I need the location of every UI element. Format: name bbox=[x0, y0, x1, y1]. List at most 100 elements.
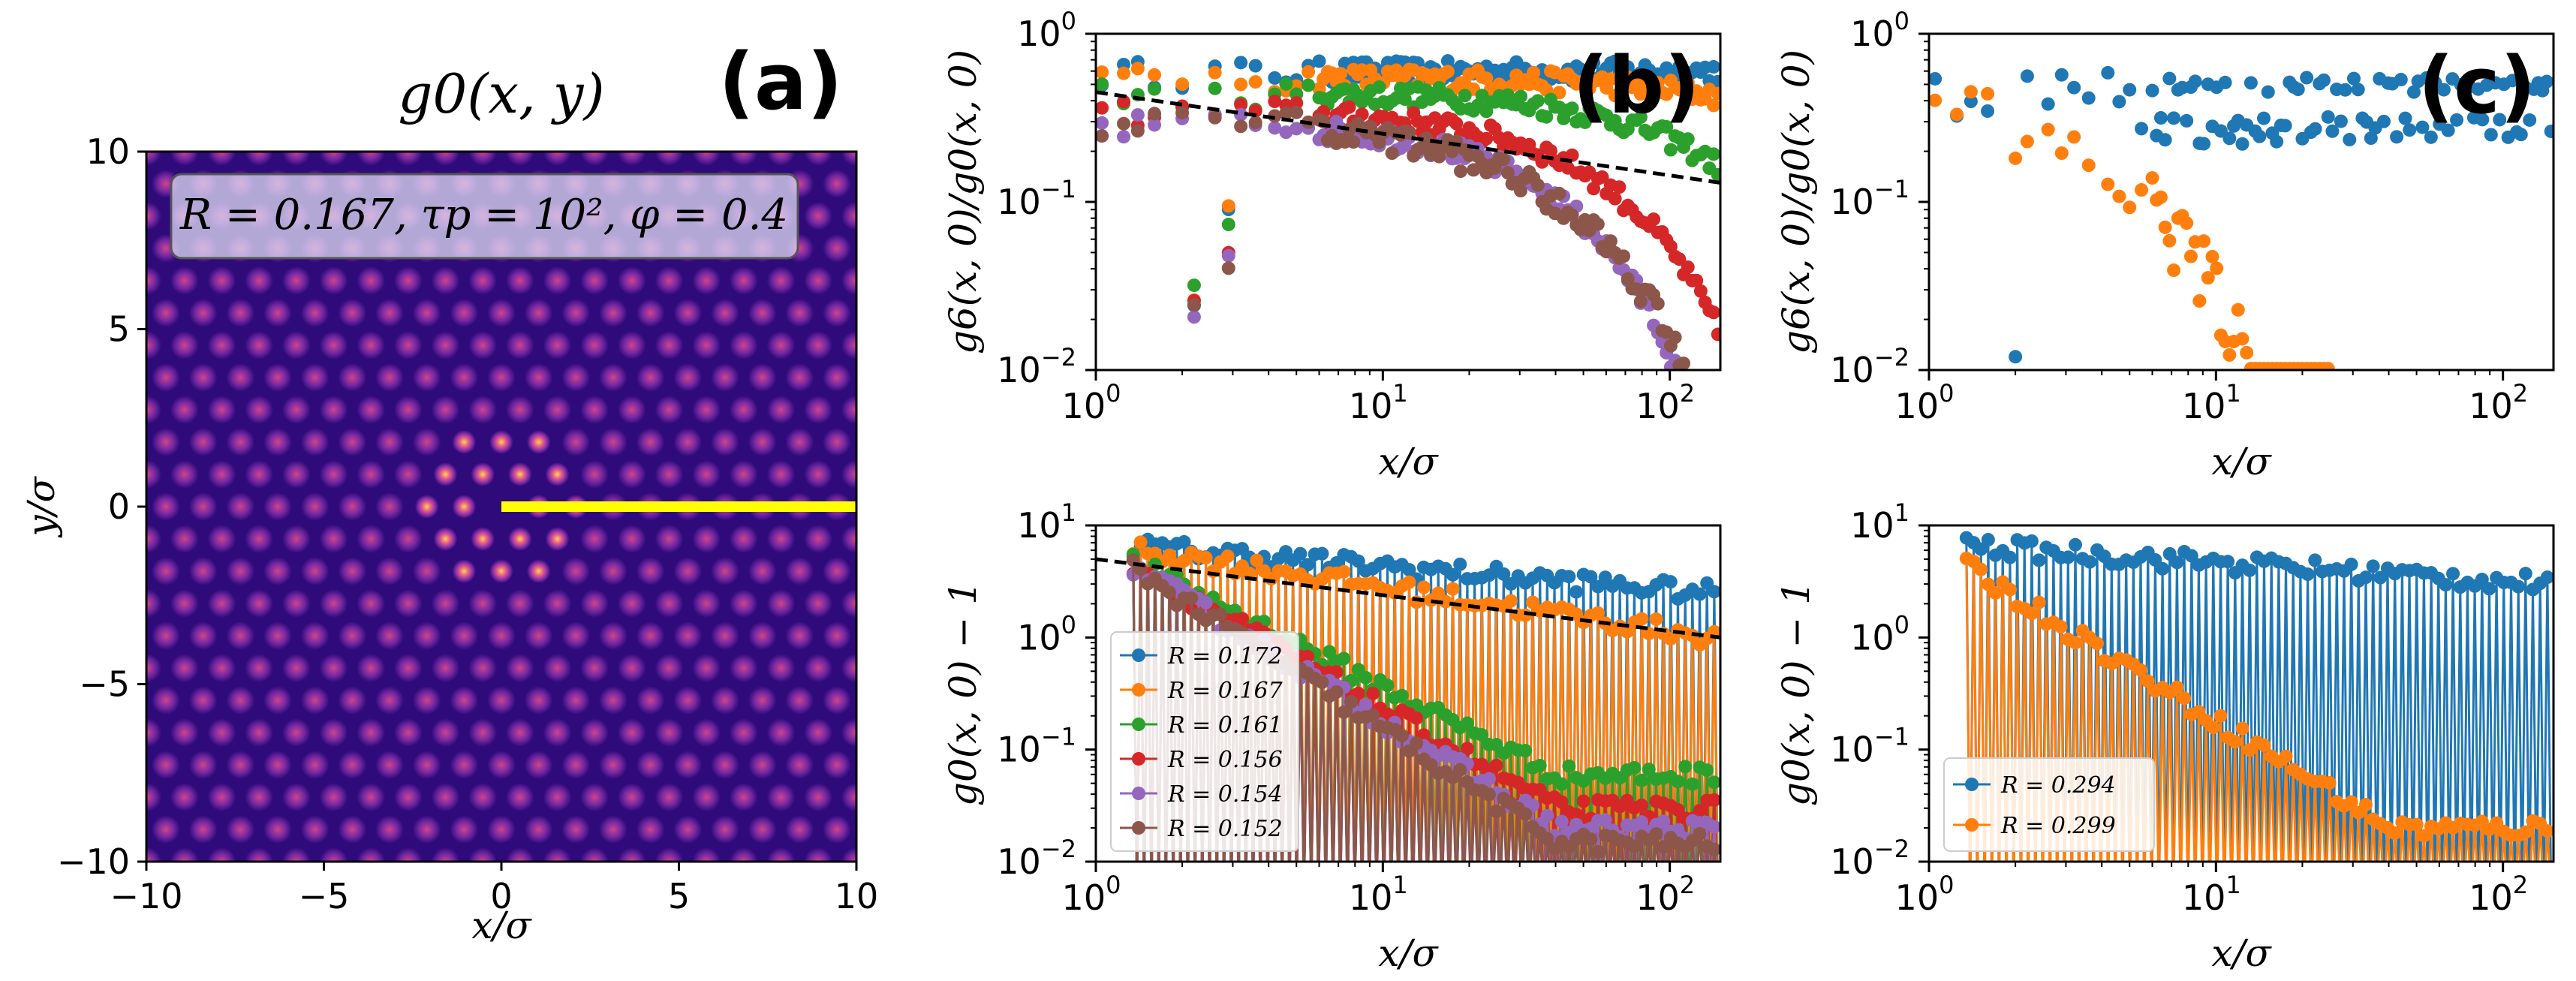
lattice-peak bbox=[841, 847, 856, 862]
lattice-peak bbox=[338, 557, 367, 586]
lattice-peak bbox=[543, 330, 572, 360]
lattice-peak bbox=[412, 686, 441, 715]
lattice-peak bbox=[673, 363, 703, 392]
x-tick-label: −5 bbox=[299, 876, 350, 916]
lattice-peak bbox=[860, 170, 889, 198]
x-tick-label: 100 bbox=[1062, 379, 1121, 426]
data-point bbox=[2252, 129, 2267, 143]
data-point bbox=[2424, 130, 2438, 144]
y-tick-label: 101 bbox=[1850, 498, 1909, 546]
lattice-peak bbox=[146, 330, 162, 360]
lattice-peak bbox=[841, 525, 856, 554]
data-point bbox=[1395, 688, 1409, 703]
data-point bbox=[2083, 555, 2097, 569]
data-point bbox=[1234, 98, 1248, 112]
data-point bbox=[1642, 763, 1656, 777]
data-point bbox=[1482, 772, 1496, 786]
lattice-peak bbox=[804, 589, 833, 618]
data-point bbox=[2235, 721, 2249, 736]
data-point bbox=[2514, 128, 2528, 142]
lattice-peak bbox=[263, 492, 293, 521]
lattice-peak bbox=[393, 783, 423, 812]
legend-marker bbox=[1132, 787, 1145, 800]
data-point bbox=[2141, 674, 2155, 688]
lattice-peak bbox=[146, 459, 162, 489]
data-point bbox=[2054, 619, 2068, 633]
data-point bbox=[2068, 537, 2082, 552]
data-point bbox=[1366, 687, 1380, 701]
data-point bbox=[1964, 95, 1978, 109]
data-point bbox=[1208, 110, 1222, 125]
lattice-peak bbox=[526, 559, 551, 584]
lattice-peak bbox=[431, 266, 460, 295]
data-point bbox=[1268, 95, 1282, 109]
data-point bbox=[2482, 582, 2496, 596]
data-point bbox=[2218, 75, 2232, 89]
data-point bbox=[2068, 636, 2082, 650]
lattice-peak bbox=[673, 298, 703, 327]
y-tick-label: 101 bbox=[1017, 498, 1076, 546]
data-point bbox=[2300, 71, 2314, 85]
data-point bbox=[1527, 65, 1541, 80]
data-point bbox=[1587, 56, 1601, 70]
lattice-peak bbox=[636, 686, 665, 715]
lattice-peak bbox=[188, 815, 218, 844]
data-point bbox=[1569, 808, 1584, 822]
data-point bbox=[1565, 101, 1579, 116]
data-point bbox=[1707, 60, 1720, 74]
lattice-peak bbox=[207, 395, 236, 424]
data-point bbox=[1416, 580, 1431, 594]
data-point bbox=[1668, 330, 1682, 345]
legend-label: R = 0.172 bbox=[1167, 643, 1283, 670]
data-point bbox=[1693, 826, 1707, 841]
data-point bbox=[2321, 110, 2335, 124]
lattice-peak bbox=[114, 751, 143, 779]
lattice-peak bbox=[598, 621, 627, 651]
data-point bbox=[1569, 585, 1584, 599]
data-point bbox=[2101, 177, 2115, 191]
y-tick-label: 10−2 bbox=[997, 343, 1076, 390]
lattice-peak bbox=[412, 751, 441, 780]
lattice-peak bbox=[393, 718, 423, 748]
lattice-peak bbox=[281, 589, 311, 618]
data-point bbox=[1402, 575, 1416, 589]
data-point bbox=[1584, 570, 1598, 584]
data-point bbox=[1293, 546, 1308, 561]
legend-marker bbox=[1965, 778, 1979, 791]
data-point bbox=[1235, 612, 1249, 626]
y-tick-label: 100 bbox=[1850, 7, 1909, 54]
lattice-peak bbox=[822, 169, 851, 198]
lattice-peak bbox=[146, 152, 162, 166]
data-point bbox=[2123, 200, 2137, 215]
data-point bbox=[1591, 606, 1605, 620]
lattice-peak bbox=[505, 654, 534, 683]
lattice-peak bbox=[452, 495, 477, 519]
data-point bbox=[1148, 82, 1162, 96]
lattice-peak bbox=[841, 589, 856, 618]
lattice-peak bbox=[357, 589, 386, 618]
lattice-peak bbox=[226, 621, 255, 651]
lattice-peak bbox=[263, 751, 293, 780]
data-point bbox=[2167, 263, 2181, 278]
data-point bbox=[2261, 85, 2275, 99]
lattice-peak bbox=[170, 330, 199, 360]
lattice-peak bbox=[489, 429, 513, 454]
lattice-peak bbox=[729, 459, 758, 489]
lattice-peak bbox=[598, 815, 627, 844]
lattice-peak bbox=[188, 557, 218, 586]
lattice-peak bbox=[152, 686, 181, 715]
lattice-peak bbox=[170, 589, 199, 618]
lattice-peak bbox=[655, 718, 684, 748]
lattice-peak bbox=[146, 718, 162, 748]
lattice-peak bbox=[822, 363, 851, 392]
lattice-peak bbox=[580, 266, 609, 295]
lattice-peak bbox=[281, 266, 311, 295]
lattice-peak bbox=[766, 783, 796, 812]
lattice-peak bbox=[170, 718, 199, 748]
lattice-peak bbox=[431, 847, 460, 862]
lattice-peak bbox=[170, 525, 199, 554]
data-point bbox=[1543, 143, 1557, 158]
data-point bbox=[2446, 567, 2460, 581]
legend-marker bbox=[1132, 683, 1145, 697]
lattice-peak bbox=[393, 525, 423, 554]
